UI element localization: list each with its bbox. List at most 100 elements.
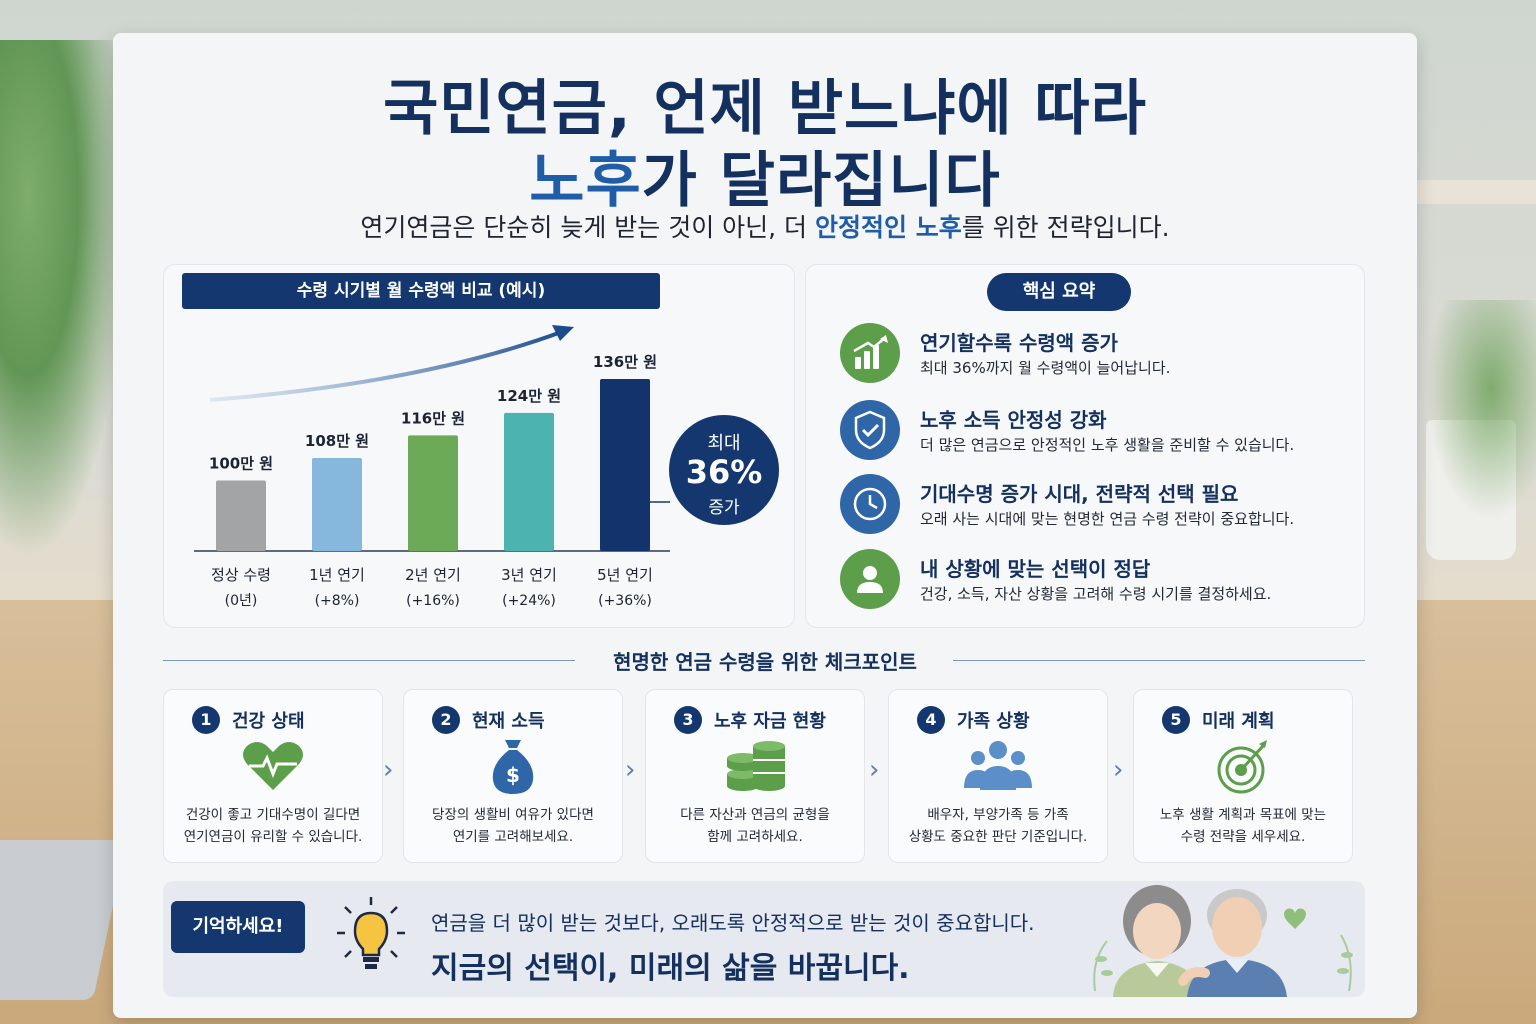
summary-item: 연기할수록 수령액 증가 최대 36%까지 월 수령액이 늘어납니다. [840,323,1360,387]
clock-icon [840,474,900,534]
category-sublabel: (+8%) [315,593,360,609]
checkpoint-heading: 미래 계획 [1202,711,1275,732]
chevron-right-icon: › [869,755,880,785]
summary-desc: 건강, 소득, 자산 상황을 고려해 수령 시기를 결정하세요. [920,585,1272,603]
checkpoint-card: 2 현재 소득 $ 당장의 생활비 여유가 있다면 연기를 고려해보세요. [403,689,623,863]
summary-heading: 기대수명 증가 시대, 전략적 선택 필요 [920,482,1239,506]
checkpoint-desc-line: 수령 전략을 세우세요. [1180,829,1306,845]
coin-stack-icon [727,741,785,791]
title-line-2: 노후가 달라집니다 [113,145,1417,217]
chevron-right-icon: › [1113,755,1124,785]
checkpoint-desc-line: 상황도 중요한 판단 기준입니다. [908,829,1088,845]
summary-desc: 더 많은 연금으로 안정적인 노후 생활을 준비할 수 있습니다. [920,436,1295,454]
page-title: 국민연금, 언제 받느냐에 따라 노후가 달라집니다 [113,73,1417,217]
title-line-1: 국민연금, 언제 받느냐에 따라 [383,74,1147,144]
callout-line-3: 증가 [708,498,740,518]
shield-check-icon [840,400,900,460]
checkpoint-desc-line: 다른 자산과 연금의 균형을 [680,807,830,823]
svg-text:$: $ [506,763,520,787]
lightbulb-icon [337,897,405,969]
checkpoints-title: 현명한 연금 수령을 위한 체크포인트 [613,650,917,674]
chevron-right-icon: › [625,755,636,785]
summary-desc: 최대 36%까지 월 수령액이 늘어납니다. [920,359,1171,377]
reminder-line-2: 지금의 선택이, 미래의 삶을 바꿉니다. [431,951,910,986]
bar-value-label: 100만 원 [209,455,273,473]
target-icon [1217,740,1267,794]
plant-right [1426,300,1536,520]
summary-panel: 핵심 요약 연기할수록 수령액 증가 최대 36%까지 월 수령액이 늘어납니다… [805,264,1365,628]
summary-heading: 연기할수록 수령액 증가 [920,331,1118,355]
checkpoint-desc-line: 배우자, 부양가족 등 가족 [927,807,1069,823]
trend-arrow-head [552,325,574,341]
bar-4 [504,412,554,551]
summary-title: 핵심 요약 [987,273,1131,311]
bar-1 [216,480,266,551]
checkpoint-number: 5 [1162,706,1190,734]
category-sublabel: (+16%) [406,593,460,609]
callout-percent: 36% [685,453,763,491]
category-label: 5년 연기 [597,566,653,584]
infographic-board: 국민연금, 언제 받느냐에 따라 노후가 달라집니다 연기연금은 단순히 늦게 … [113,33,1417,1018]
chevron-right-icon: › [383,755,394,785]
checkpoint-heading: 건강 상태 [232,711,305,732]
checkpoint-desc-line: 함께 고려하세요. [707,829,803,845]
category-sublabel: (+24%) [502,593,556,609]
subtitle-accent: 안정적인 노후 [815,213,962,242]
chart-title: 수령 시기별 월 수령액 비교 (예시) [182,273,660,309]
checkpoint-desc-line: 노후 생활 계획과 목표에 맞는 [1159,807,1327,823]
checkpoint-desc-line: 연기연금이 유리할 수 있습니다. [183,829,363,845]
checkpoint-number: 1 [192,706,220,734]
callout-line-1: 최대 [707,433,741,454]
category-label: 정상 수령 [211,566,271,584]
divider-left [163,660,575,661]
divider-right [953,660,1365,661]
summary-heading: 내 상황에 맞는 선택이 정답 [920,557,1151,581]
reminder-tag: 기억하세요! [171,901,305,953]
summary-heading: 노후 소득 안정성 강화 [920,408,1107,432]
bar-chart: 100만 원정상 수령 (0년) 108만 원 1년 연기 (+8%) 116만 원 2년 … [194,325,670,609]
summary-item: 내 상황에 맞는 선택이 정답 건강, 소득, 자산 상황을 고려해 수령 시기… [840,549,1360,613]
heart-pulse-icon [243,742,303,790]
bar-value-label: 124만 원 [497,387,561,405]
money-bag-icon: $ [492,740,534,794]
person-icon [840,549,900,609]
title-accent: 노후 [529,146,642,216]
bar-value-label: 116만 원 [401,409,465,427]
bar-value-label: 136만 원 [593,353,657,371]
bar-chart-icon [840,323,900,383]
summary-desc: 오래 사는 시대에 맞는 현명한 연금 수령 전략이 중요합니다. [920,510,1295,528]
checkpoint-number: 3 [674,706,702,734]
bar-5 [600,379,650,551]
subtitle-post: 를 위한 전략입니다. [961,213,1170,242]
senior-couple-illustration [1093,885,1353,997]
checkpoint-desc-line: 당장의 생활비 여유가 있다면 [432,807,594,823]
checkpoint-heading: 노후 자금 현황 [714,711,826,732]
summary-item: 노후 소득 안정성 강화 더 많은 연금으로 안정적인 노후 생활을 준비할 수… [840,400,1360,464]
checkpoint-number: 4 [917,706,945,734]
trend-arrow-line [209,329,565,402]
checkpoint-desc-line: 연기를 고려해보세요. [452,829,574,845]
increase-callout-badge: 최대 36% 증가 [669,415,779,525]
checkpoint-heading: 현재 소득 [472,711,545,732]
bar-3 [408,435,458,551]
summary-item: 기대수명 증가 시대, 전략적 선택 필요 오래 사는 시대에 맞는 현명한 연… [840,474,1360,538]
family-icon [964,741,1032,790]
category-sublabel: (0년) [225,593,258,609]
title-rest: 가 달라집니다 [641,146,1001,216]
checkpoint-heading: 가족 상황 [957,711,1030,732]
plant-left [0,40,130,560]
category-label: 2년 연기 [405,566,461,584]
checkpoint-desc-line: 건강이 좋고 기대수명이 길다면 [185,807,361,823]
category-label: 1년 연기 [309,566,365,584]
bar-value-label: 108만 원 [305,432,369,450]
reminder-line-1: 연금을 더 많이 받는 것보다, 오래도록 안정적으로 받는 것이 중요합니다. [431,911,1035,935]
